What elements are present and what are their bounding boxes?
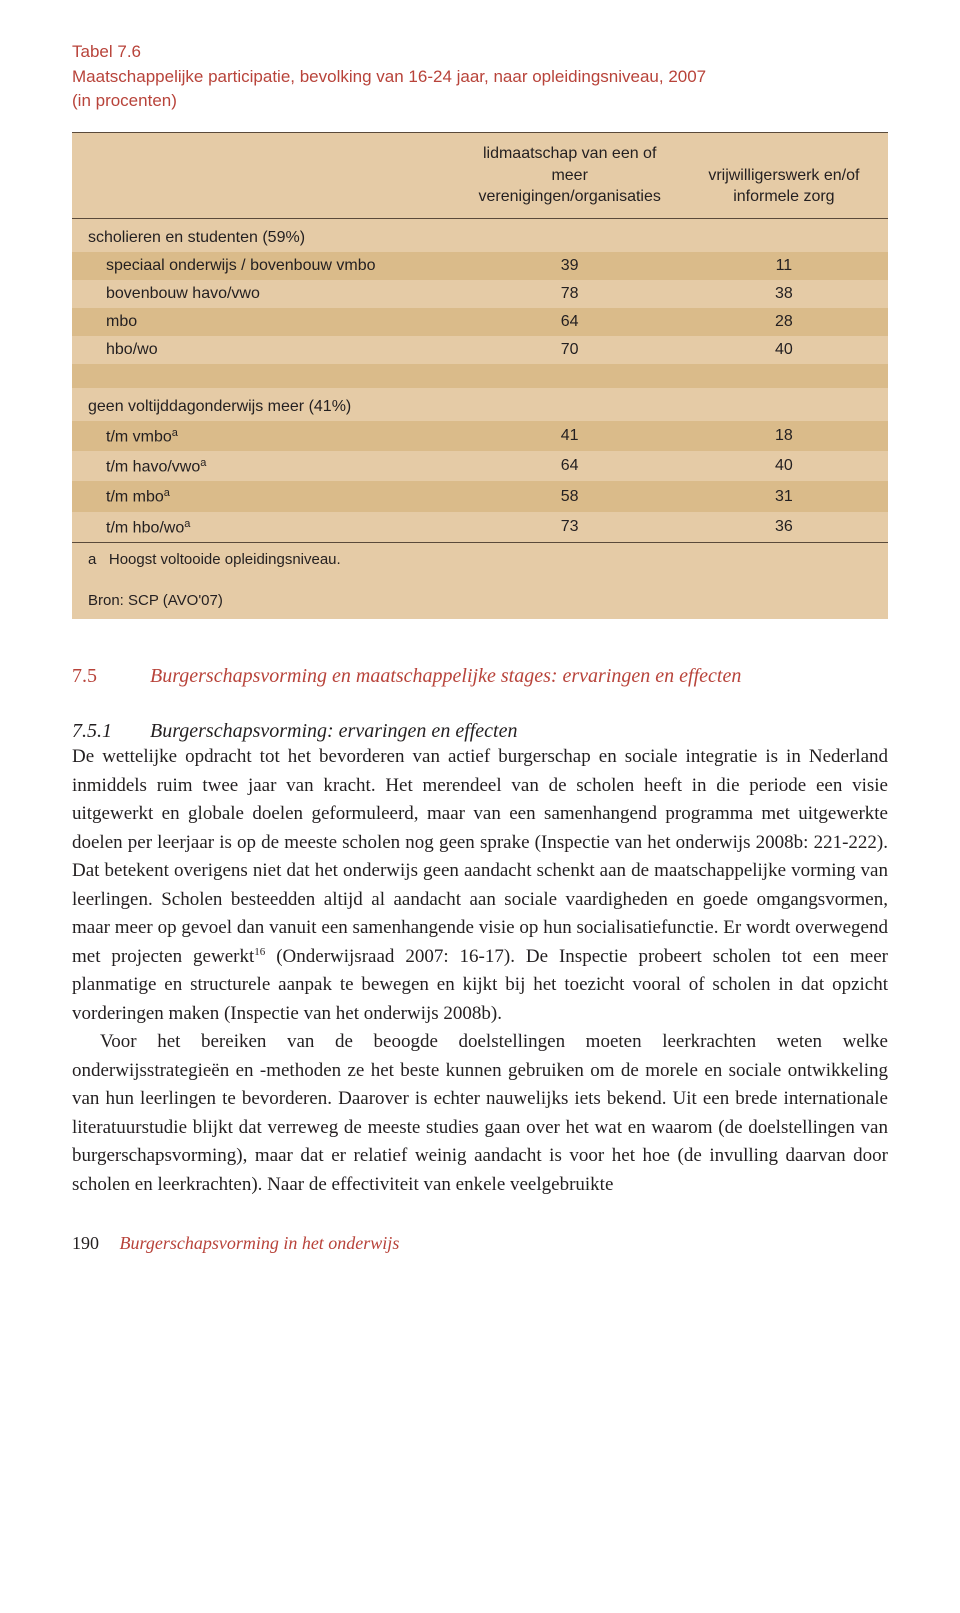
group2-label: geen voltijddagonderwijs meer (41%) <box>72 388 460 421</box>
footer-title: Burgerschapsvorming in het onderwijs <box>120 1233 400 1253</box>
table-row: t/m mboa 58 31 <box>72 481 888 511</box>
row-label: hbo/wo <box>72 336 460 364</box>
row-val: 28 <box>674 308 888 336</box>
body-paragraph: Voor het bereiken van de beoogde doelste… <box>72 1028 888 1199</box>
section-number: 7.5 <box>72 665 150 688</box>
row-val: 64 <box>460 308 674 336</box>
table-row: speciaal onderwijs / bovenbouw vmbo 39 1… <box>72 252 888 280</box>
table-footnote: a Hoogst voltooide opleidingsniveau. <box>72 543 888 570</box>
table-source-block: a Hoogst voltooide opleidingsniveau. Bro… <box>72 543 888 619</box>
table-row: bovenbouw havo/vwo 78 38 <box>72 280 888 308</box>
row-val: 40 <box>674 451 888 481</box>
page-footer: 190 Burgerschapsvorming in het onderwijs <box>72 1233 888 1254</box>
row-label: t/m havo/vwoa <box>72 451 460 481</box>
row-val: 40 <box>674 336 888 364</box>
table-row: t/m vmboa 41 18 <box>72 421 888 451</box>
row-val: 36 <box>674 512 888 543</box>
table-caption-line1: Maatschappelijke participatie, bevolking… <box>72 67 706 86</box>
table-caption-line2: (in procenten) <box>72 91 177 110</box>
section-title: Burgerschapsvorming en maatschappelijke … <box>150 665 741 687</box>
body-paragraph: De wettelijke opdracht tot het bevordere… <box>72 743 888 1028</box>
table-row: t/m hbo/woa 73 36 <box>72 512 888 543</box>
row-val: 64 <box>460 451 674 481</box>
table-spacer <box>72 364 888 388</box>
table-caption: Tabel 7.6 Maatschappelijke participatie,… <box>72 40 888 114</box>
page-number: 190 <box>72 1233 99 1253</box>
col-header-2: vrijwilligerswerk en/of informele zorg <box>674 132 888 218</box>
row-val: 11 <box>674 252 888 280</box>
data-table: lidmaatschap van een of meer vereniginge… <box>72 132 888 543</box>
group1-label: scholieren en studenten (59%) <box>72 218 460 252</box>
row-label: t/m mboa <box>72 481 460 511</box>
row-val: 39 <box>460 252 674 280</box>
row-val: 41 <box>460 421 674 451</box>
col-header-1: lidmaatschap van een of meer vereniginge… <box>460 132 674 218</box>
table-source: Bron: SCP (AVO'07) <box>72 590 888 619</box>
row-val: 18 <box>674 421 888 451</box>
row-label: t/m hbo/woa <box>72 512 460 543</box>
table-row: hbo/wo 70 40 <box>72 336 888 364</box>
row-val: 58 <box>460 481 674 511</box>
table-row: mbo 64 28 <box>72 308 888 336</box>
row-val: 78 <box>460 280 674 308</box>
row-val: 38 <box>674 280 888 308</box>
group2-header: geen voltijddagonderwijs meer (41%) <box>72 388 888 421</box>
subsection-title: Burgerschapsvorming: ervaringen en effec… <box>150 720 518 742</box>
table-row: t/m havo/vwoa 64 40 <box>72 451 888 481</box>
group1-header: scholieren en studenten (59%) <box>72 218 888 252</box>
row-val: 31 <box>674 481 888 511</box>
subsection-heading: 7.5.1Burgerschapsvorming: ervaringen en … <box>72 720 888 743</box>
table-header-row: lidmaatschap van een of meer vereniginge… <box>72 132 888 218</box>
row-label: bovenbouw havo/vwo <box>72 280 460 308</box>
subsection-number: 7.5.1 <box>72 720 150 743</box>
row-val: 70 <box>460 336 674 364</box>
row-val: 73 <box>460 512 674 543</box>
row-label: t/m vmboa <box>72 421 460 451</box>
section-heading: 7.5Burgerschapsvorming en maatschappelij… <box>72 665 888 688</box>
table-label: Tabel 7.6 <box>72 42 141 61</box>
row-label: speciaal onderwijs / bovenbouw vmbo <box>72 252 460 280</box>
row-label: mbo <box>72 308 460 336</box>
